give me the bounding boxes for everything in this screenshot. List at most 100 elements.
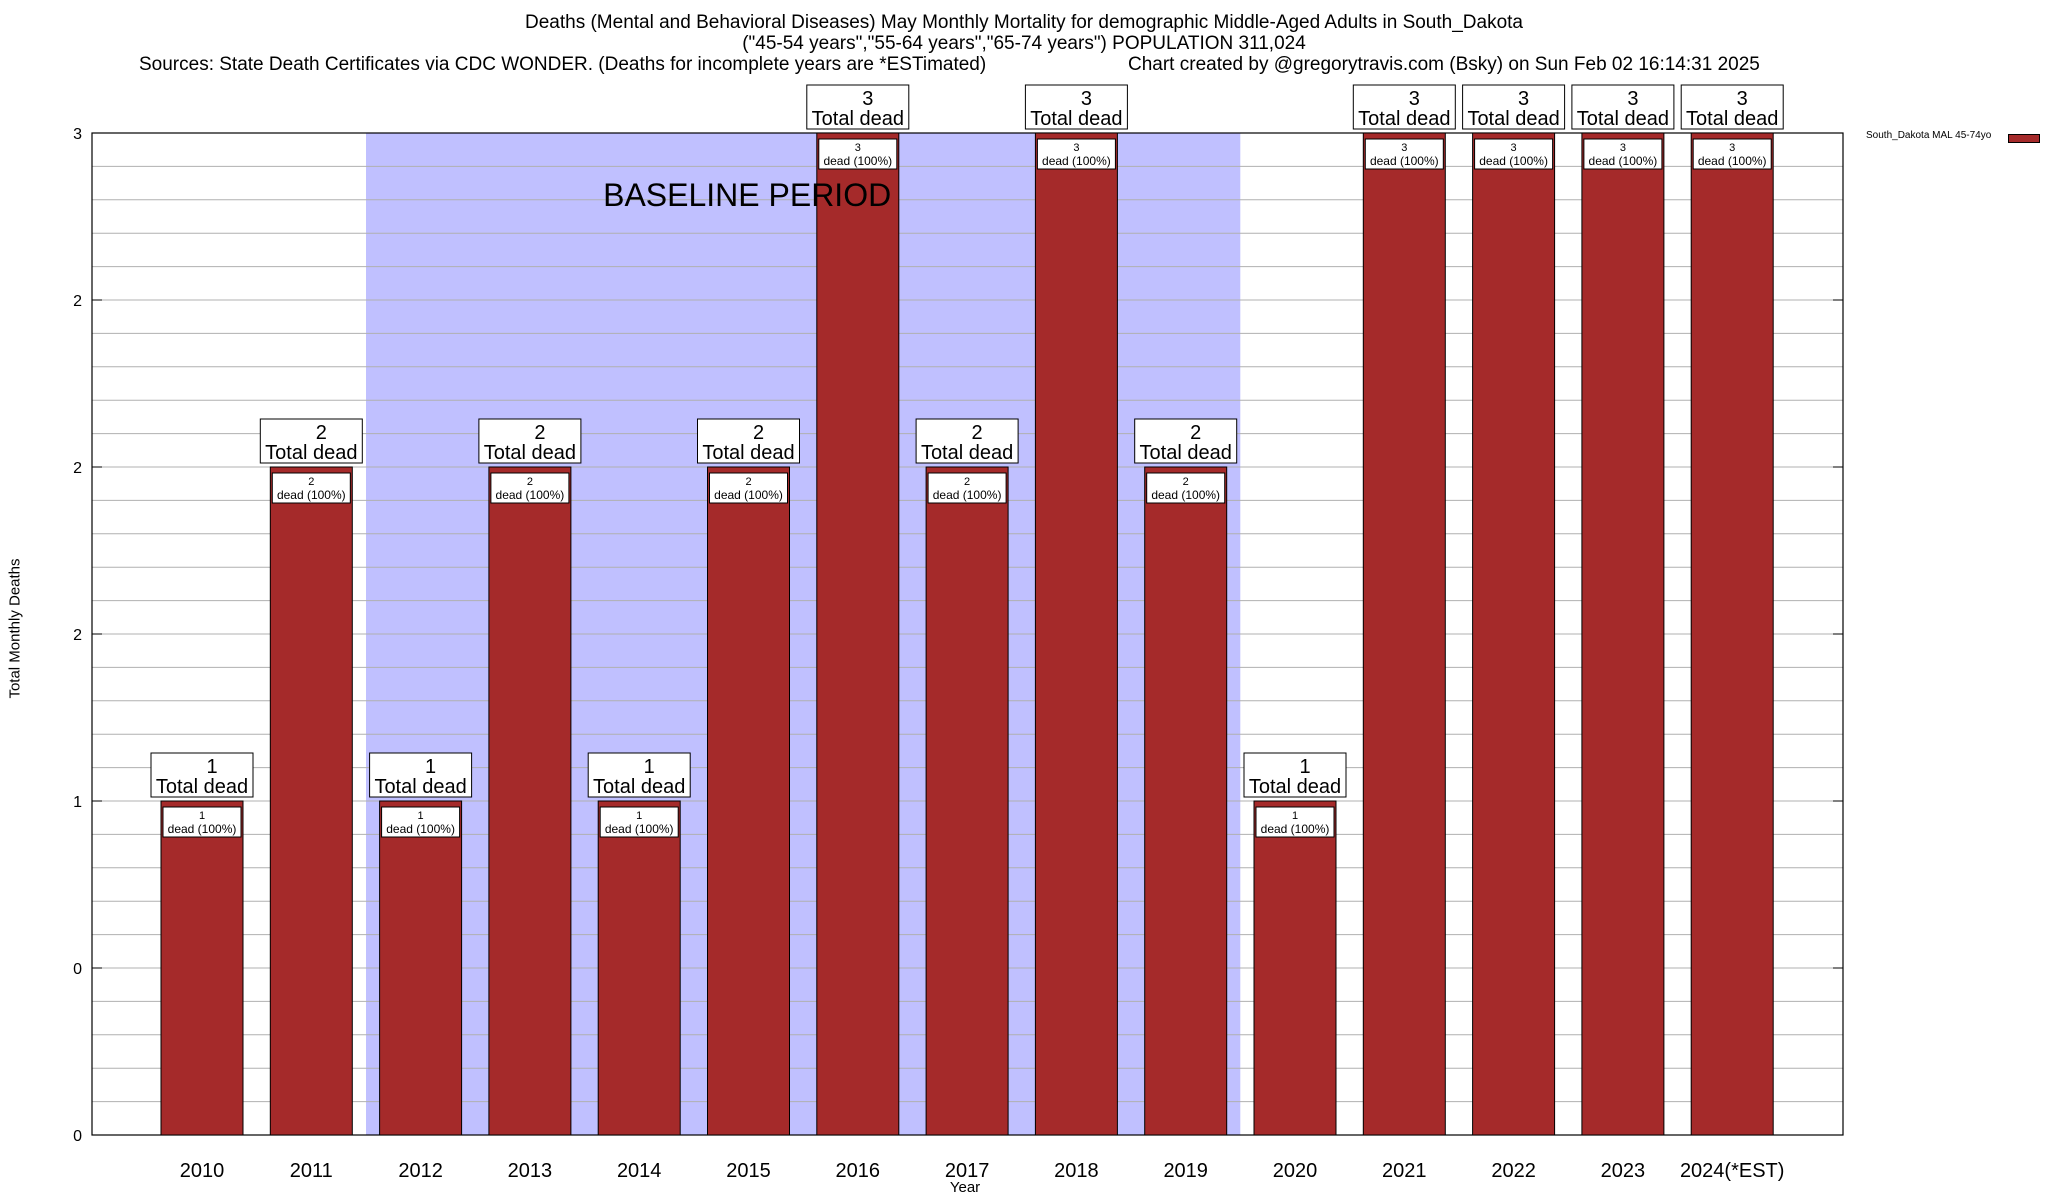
- total-label-box: [369, 752, 473, 798]
- segment-label-text: dead (100%): [605, 822, 674, 836]
- y-tick-label: 0: [73, 1128, 82, 1145]
- bar: [925, 466, 1009, 1136]
- total-label-text: Total dead: [1467, 108, 1559, 130]
- x-tick-label: 2020: [1273, 1160, 1318, 1182]
- sources-text: Sources: State Death Certificates via CD…: [139, 54, 987, 75]
- total-label-box: [1243, 752, 1347, 798]
- total-label-count: 2: [972, 422, 983, 444]
- total-label-text: Total dead: [156, 776, 248, 798]
- bar: [1472, 132, 1556, 1136]
- bar: [597, 800, 681, 1136]
- total-label-box: [697, 418, 800, 464]
- x-tick-label: 2024(*EST): [1680, 1160, 1785, 1182]
- segment-label-text: dead (100%): [168, 822, 237, 836]
- y-tick-label: 2: [73, 460, 82, 477]
- segment-label-count: 1: [636, 810, 642, 822]
- total-label-box: [478, 418, 582, 464]
- chart-subtitle: ("45-54 years","55-64 years","65-74 year…: [742, 33, 1306, 54]
- total-label-count: 2: [316, 422, 327, 444]
- segment-label-text: dead (100%): [933, 488, 1002, 502]
- segment-label-box: [162, 806, 242, 838]
- total-label-count: 2: [753, 422, 764, 444]
- total-label-count: 3: [1627, 88, 1638, 110]
- total-label-text: Total dead: [1140, 442, 1232, 464]
- segment-label-box: [1364, 138, 1444, 170]
- chart-title: Deaths (Mental and Behavioral Diseases) …: [525, 12, 1523, 33]
- segment-label-box: [1692, 138, 1772, 170]
- total-label-text: Total dead: [593, 776, 685, 798]
- segment-label-box: [271, 472, 351, 504]
- total-label-text: Total dead: [265, 442, 357, 464]
- segment-label-box: [1036, 138, 1116, 170]
- total-label-box: [1462, 84, 1566, 130]
- x-tick-label: 2017: [945, 1160, 990, 1182]
- segment-label-box: [1474, 138, 1554, 170]
- segment-label-count: 2: [527, 476, 533, 488]
- segment-label-text: dead (100%): [1479, 154, 1548, 168]
- total-label-text: Total dead: [702, 442, 794, 464]
- total-label-text: Total dead: [1686, 108, 1778, 130]
- bar: [379, 800, 463, 1136]
- bar: [707, 466, 790, 1136]
- y-tick-label: 2: [73, 627, 82, 644]
- bar: [1253, 800, 1337, 1136]
- segment-label-box: [1583, 138, 1663, 170]
- total-label-box: [150, 752, 254, 798]
- bar: [488, 466, 572, 1136]
- total-label-count: 1: [1299, 756, 1310, 778]
- segment-label-count: 2: [745, 476, 751, 488]
- x-tick-label: 2015: [726, 1160, 771, 1182]
- segment-label-count: 3: [1073, 142, 1079, 154]
- segment-label-count: 3: [1620, 142, 1626, 154]
- bar: [816, 132, 900, 1136]
- segment-label-text: dead (100%): [496, 488, 565, 502]
- credit-text: Chart created by @gregorytravis.com (Bsk…: [1128, 54, 1760, 75]
- x-tick-label: 2018: [1054, 1160, 1099, 1182]
- bar: [1690, 132, 1774, 1136]
- segment-label-count: 1: [199, 810, 205, 822]
- segment-label-text: dead (100%): [1042, 154, 1111, 168]
- y-tick-label: 0: [73, 961, 82, 978]
- segment-label-box: [381, 806, 461, 838]
- segment-label-text: dead (100%): [1698, 154, 1767, 168]
- total-label-text: Total dead: [1358, 108, 1450, 130]
- segment-label-box: [927, 472, 1007, 504]
- y-tick-label: 3: [73, 126, 82, 143]
- total-label-count: 3: [1081, 88, 1092, 110]
- segment-label-text: dead (100%): [823, 154, 892, 168]
- segment-label-text: dead (100%): [1151, 488, 1220, 502]
- total-label-box: [1680, 84, 1784, 130]
- legend-swatch: [2008, 134, 2040, 143]
- total-label-box: [915, 418, 1019, 464]
- x-tick-label: 2019: [1163, 1160, 1208, 1182]
- x-tick-label: 2011: [290, 1160, 333, 1182]
- total-label-box: [1024, 84, 1128, 130]
- total-label-count: 1: [644, 756, 655, 778]
- total-label-count: 1: [206, 756, 217, 778]
- total-label-count: 3: [1518, 88, 1529, 110]
- total-label-box: [1571, 84, 1675, 130]
- segment-label-count: 3: [1401, 142, 1407, 154]
- segment-label-count: 1: [418, 810, 424, 822]
- x-tick-label: 2014: [617, 1160, 662, 1182]
- total-label-count: 3: [1737, 88, 1748, 110]
- x-tick-label: 2010: [180, 1160, 225, 1182]
- x-tick-label: 2022: [1491, 1160, 1536, 1182]
- segment-label-box: [709, 472, 788, 504]
- segment-label-box: [818, 138, 898, 170]
- segment-label-count: 3: [855, 142, 861, 154]
- bar: [269, 466, 353, 1136]
- chart-source-line: Sources: State Death Certificates via CD…: [0, 54, 2048, 120]
- segment-label-box: [1255, 806, 1335, 838]
- x-tick-label: 2021: [1382, 1160, 1427, 1182]
- x-tick-label: 2012: [398, 1160, 443, 1182]
- segment-label-count: 3: [1729, 142, 1735, 154]
- bar: [1581, 132, 1665, 1136]
- x-tick-label: 2023: [1601, 1160, 1646, 1182]
- x-tick-label: 2016: [836, 1160, 881, 1182]
- segment-label-box: [599, 806, 679, 838]
- segment-label-text: dead (100%): [1589, 154, 1658, 168]
- total-label-text: Total dead: [1030, 108, 1122, 130]
- total-label-box: [1134, 418, 1238, 464]
- total-label-count: 1: [425, 756, 436, 778]
